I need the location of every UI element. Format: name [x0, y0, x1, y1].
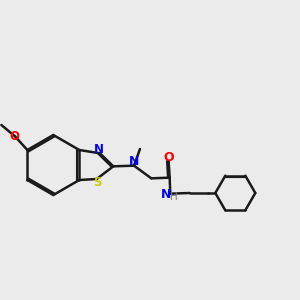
- Text: O: O: [163, 151, 174, 164]
- Text: H: H: [170, 192, 178, 202]
- Text: O: O: [10, 130, 20, 142]
- Text: N: N: [129, 155, 139, 168]
- Text: N: N: [161, 188, 172, 201]
- Text: N: N: [94, 143, 104, 156]
- Text: S: S: [93, 176, 101, 190]
